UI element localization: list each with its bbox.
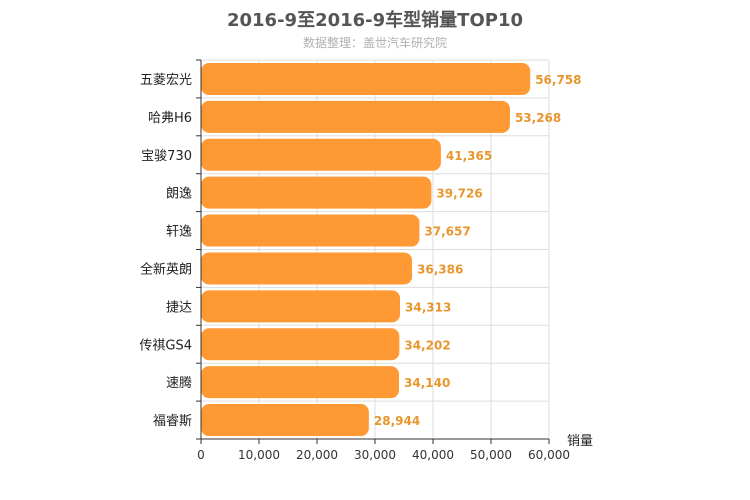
bar [201,404,369,437]
value-label: 39,726 [436,187,482,201]
x-tick-label: 0 [197,448,205,462]
value-label: 56,758 [535,73,581,87]
bar [201,62,531,95]
bar [201,138,441,171]
bar [201,328,400,361]
bar [201,100,510,133]
category-label: 宝骏730 [141,149,192,164]
value-label: 34,140 [404,376,450,390]
value-label: 37,657 [424,225,470,239]
value-label: 41,365 [446,149,492,163]
bar [201,366,400,399]
value-label: 34,202 [404,338,450,352]
chart-subtitle: 数据整理：盖世汽车研究院 [302,36,447,50]
category-label: 捷达 [166,300,192,315]
category-label: 传祺GS4 [139,338,192,353]
value-label: 36,386 [417,262,463,276]
x-tick-label: 30,000 [354,448,396,462]
bar [201,290,401,323]
bar [201,214,420,247]
category-label: 福睿斯 [153,414,192,429]
value-label: 34,313 [405,300,451,314]
category-label: 速腾 [166,375,192,391]
category-label: 五菱宏光 [140,73,192,88]
x-tick-label: 40,000 [412,448,454,462]
x-axis-title: 销量 [567,434,593,449]
category-label: 全新英朗 [140,261,192,277]
x-tick-label: 50,000 [470,448,512,462]
labels: 56,758 五菱宏光 53,268 哈弗H6 41,365 宝骏730 39,726 朗逸 3… [139,73,593,462]
chart-title: 2016-9至2016-9车型销量TOP10 [226,10,523,31]
category-label: 轩逸 [166,225,192,240]
x-tick-label: 10,000 [238,448,280,462]
bar [201,176,432,209]
x-tick-label: 20,000 [296,448,338,462]
category-label: 哈弗H6 [148,111,192,126]
value-label: 28,944 [374,414,420,428]
x-tick-label: 60,000 [528,448,570,462]
axes [196,59,550,444]
value-label: 53,268 [515,111,561,125]
bars [201,62,531,437]
category-label: 朗逸 [166,187,192,202]
bar [201,252,413,285]
